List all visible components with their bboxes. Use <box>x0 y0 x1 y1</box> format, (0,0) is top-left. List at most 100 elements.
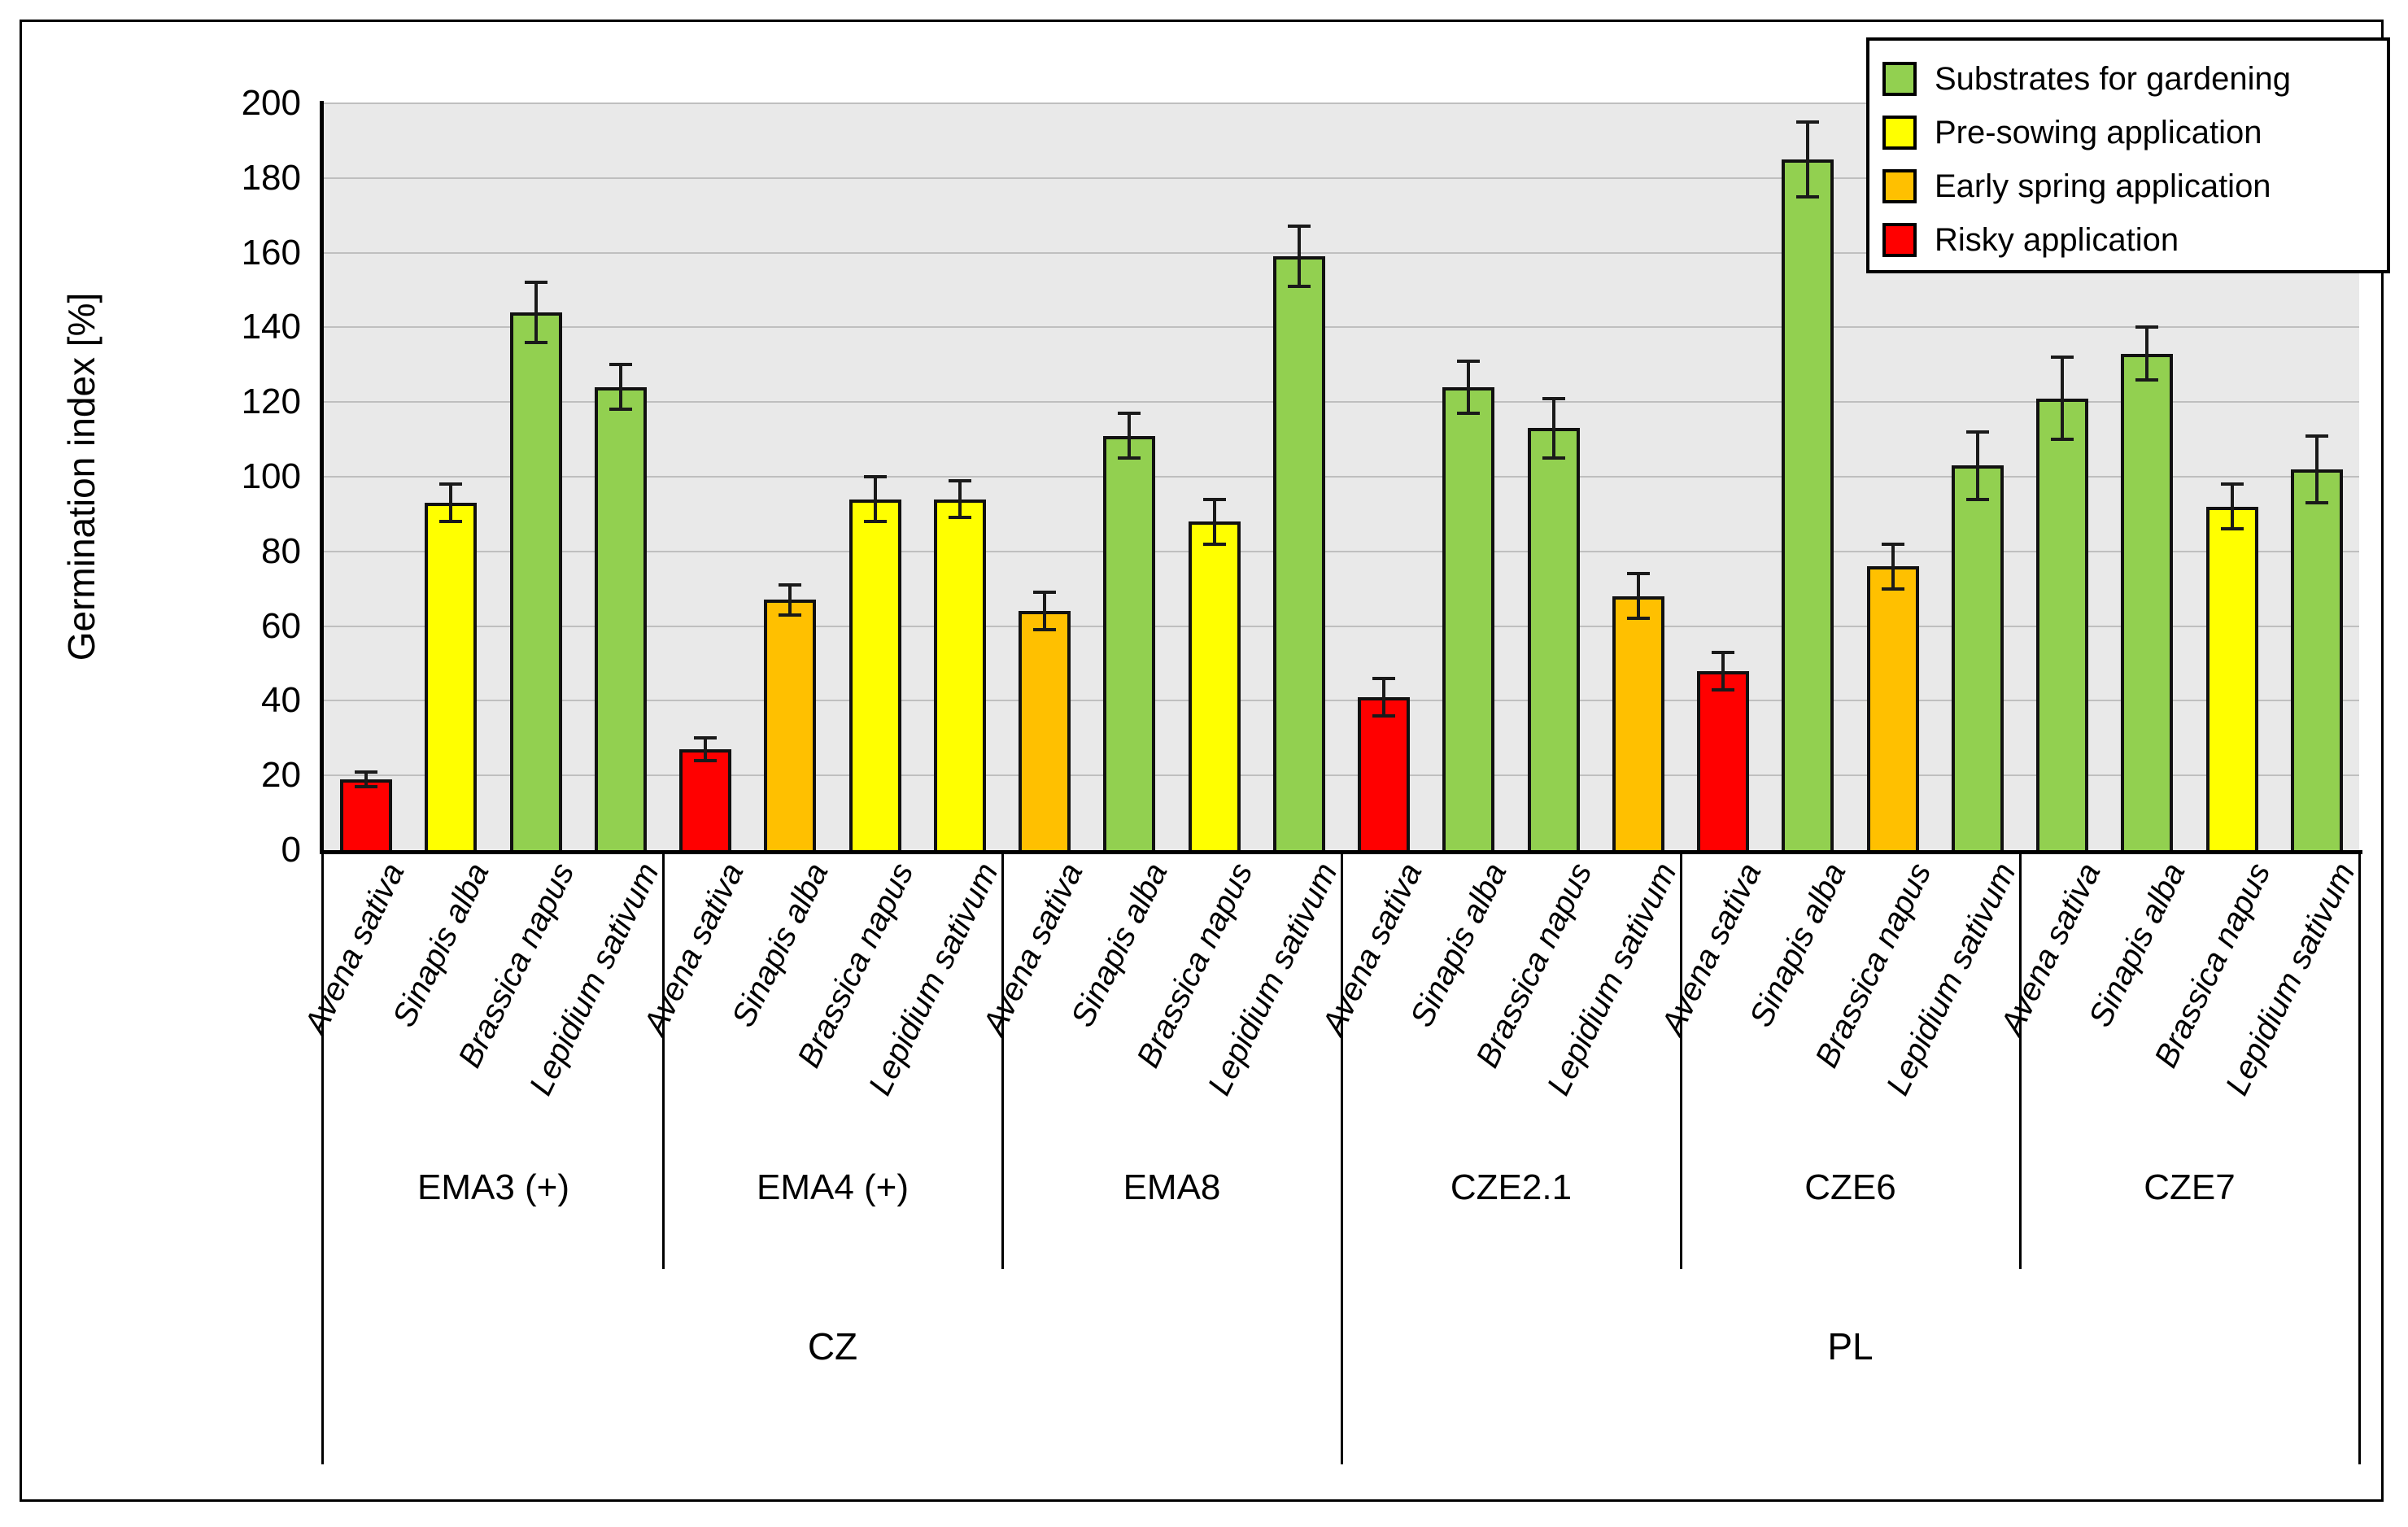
error-bar <box>1806 121 1810 197</box>
y-tick-label-80: 80 <box>261 530 301 571</box>
error-bar-cap-top <box>2220 482 2244 486</box>
y-tick-label-100: 100 <box>241 456 301 496</box>
error-bar <box>1297 226 1301 286</box>
gridline-80 <box>324 550 2359 552</box>
bar-CZE6-Lepidium-sativum <box>1951 465 2004 853</box>
group-separator <box>1680 850 1682 1269</box>
error-bar <box>1551 398 1555 459</box>
bar-EMA3-Lepidium-sativum <box>594 386 647 853</box>
error-bar-cap-bottom <box>1881 587 1904 591</box>
error-bar <box>2145 327 2149 380</box>
bar-EMA3-Brassica-napus <box>509 312 562 853</box>
bar-EMA8-Brassica-napus <box>1188 521 1241 853</box>
y-tick-label-60: 60 <box>261 605 301 646</box>
error-bar-cap-bottom <box>1796 194 1820 199</box>
error-bar <box>1212 499 1216 544</box>
gridline-60 <box>324 625 2359 627</box>
error-bar-cap-top <box>1542 396 1565 400</box>
bar-CZE7-Lepidium-sativum <box>2290 469 2343 853</box>
error-bar-cap-bottom <box>779 613 802 617</box>
error-bar-cap-bottom <box>1712 687 1735 692</box>
bar-EMA4-Sinapis-alba <box>764 600 817 853</box>
group-separator <box>2019 850 2022 1269</box>
error-bar-cap-bottom <box>2135 377 2159 382</box>
error-bar <box>1467 360 1471 413</box>
group-label-CZE6: CZE6 <box>1804 1167 1896 1207</box>
error-bar-cap-bottom <box>1457 411 1481 415</box>
group-separator <box>662 850 665 1269</box>
gridline-180 <box>324 177 2359 179</box>
y-axis-title: Germination index [%] <box>60 292 103 661</box>
error-bar-cap-bottom <box>1287 284 1311 288</box>
error-bar-cap-top <box>2051 356 2074 360</box>
y-tick-label-140: 140 <box>241 307 301 347</box>
error-bar-cap-top <box>863 475 887 478</box>
error-bar-cap-top <box>355 770 378 774</box>
bar-CZE6-Sinapis-alba <box>1782 159 1834 853</box>
error-bar-cap-top <box>779 583 802 587</box>
label-area-right-border <box>2358 850 2361 1464</box>
error-bar-cap-top <box>1287 225 1311 229</box>
error-bar-cap-bottom <box>1542 456 1565 460</box>
legend: Substrates for gardening Pre-sowing appli… <box>1866 37 2390 273</box>
bar-CZE21-Brassica-napus <box>1527 428 1580 853</box>
error-bar <box>2061 357 2065 440</box>
group-separator <box>1001 850 1004 1269</box>
error-bar <box>2314 435 2319 504</box>
error-bar <box>704 738 708 761</box>
group-label-CZE7: CZE7 <box>2144 1167 2236 1207</box>
bar-CZE21-Sinapis-alba <box>1442 386 1495 853</box>
error-bar-cap-bottom <box>1033 628 1057 632</box>
error-bar-cap-top <box>1796 120 1820 124</box>
legend-item-gardening: Substrates for gardening <box>1882 52 2387 106</box>
bar-EMA8-Lepidium-sativum <box>1272 256 1325 853</box>
country-label-CZ: CZ <box>807 1325 858 1368</box>
error-bar-cap-top <box>1881 542 1904 546</box>
group-label-EMA4: EMA4 (+) <box>756 1167 910 1207</box>
error-bar-cap-bottom <box>1372 713 1396 718</box>
error-bar-cap-bottom <box>694 758 718 762</box>
error-bar-cap-bottom <box>2051 438 2074 442</box>
legend-item-pre-sowing: Pre-sowing application <box>1882 106 2387 159</box>
x-axis-line <box>320 850 2362 854</box>
bar-EMA8-Avena-sativa <box>1019 611 1071 853</box>
bar-CZE21-Lepidium-sativum <box>1612 596 1664 853</box>
group-label-EMA3: EMA3 (+) <box>417 1167 570 1207</box>
error-bar <box>873 477 877 522</box>
legend-label: Early spring application <box>1935 168 2271 204</box>
error-bar-cap-bottom <box>948 516 971 520</box>
gridline-100 <box>324 476 2359 478</box>
error-bar-cap-top <box>1202 497 1226 501</box>
label-area-left-border <box>321 850 324 1464</box>
error-bar-cap-top <box>1626 572 1650 576</box>
error-bar-cap-bottom <box>524 340 547 344</box>
gridline-140 <box>324 326 2359 329</box>
error-bar <box>1382 678 1386 716</box>
error-bar-cap-bottom <box>1626 617 1650 621</box>
gridline-120 <box>324 401 2359 404</box>
error-bar-cap-bottom <box>355 784 378 788</box>
error-bar <box>1721 652 1725 690</box>
error-bar-cap-top <box>1372 676 1396 680</box>
bar-EMA3-Sinapis-alba <box>425 503 478 853</box>
error-bar-cap-bottom <box>1118 456 1141 460</box>
group-label-EMA8: EMA8 <box>1123 1167 1221 1207</box>
error-bar <box>2230 484 2234 530</box>
error-bar <box>618 364 622 410</box>
legend-swatch-early-spring <box>1882 169 1917 203</box>
error-bar-cap-bottom <box>863 520 887 524</box>
error-bar-cap-top <box>1457 359 1481 363</box>
error-bar <box>788 585 792 615</box>
error-bar-cap-top <box>1118 411 1141 415</box>
error-bar-cap-top <box>1033 591 1057 595</box>
error-bar-cap-top <box>1965 430 1989 434</box>
legend-item-early-spring: Early spring application <box>1882 159 2387 213</box>
error-bar-cap-top <box>694 736 718 740</box>
error-bar-cap-top <box>439 482 463 486</box>
y-tick-label-20: 20 <box>261 755 301 796</box>
error-bar <box>958 480 962 518</box>
y-axis-line <box>320 101 324 854</box>
legend-swatch-risky <box>1882 223 1917 257</box>
legend-label: Risky application <box>1935 221 2179 258</box>
error-bar <box>364 771 369 787</box>
